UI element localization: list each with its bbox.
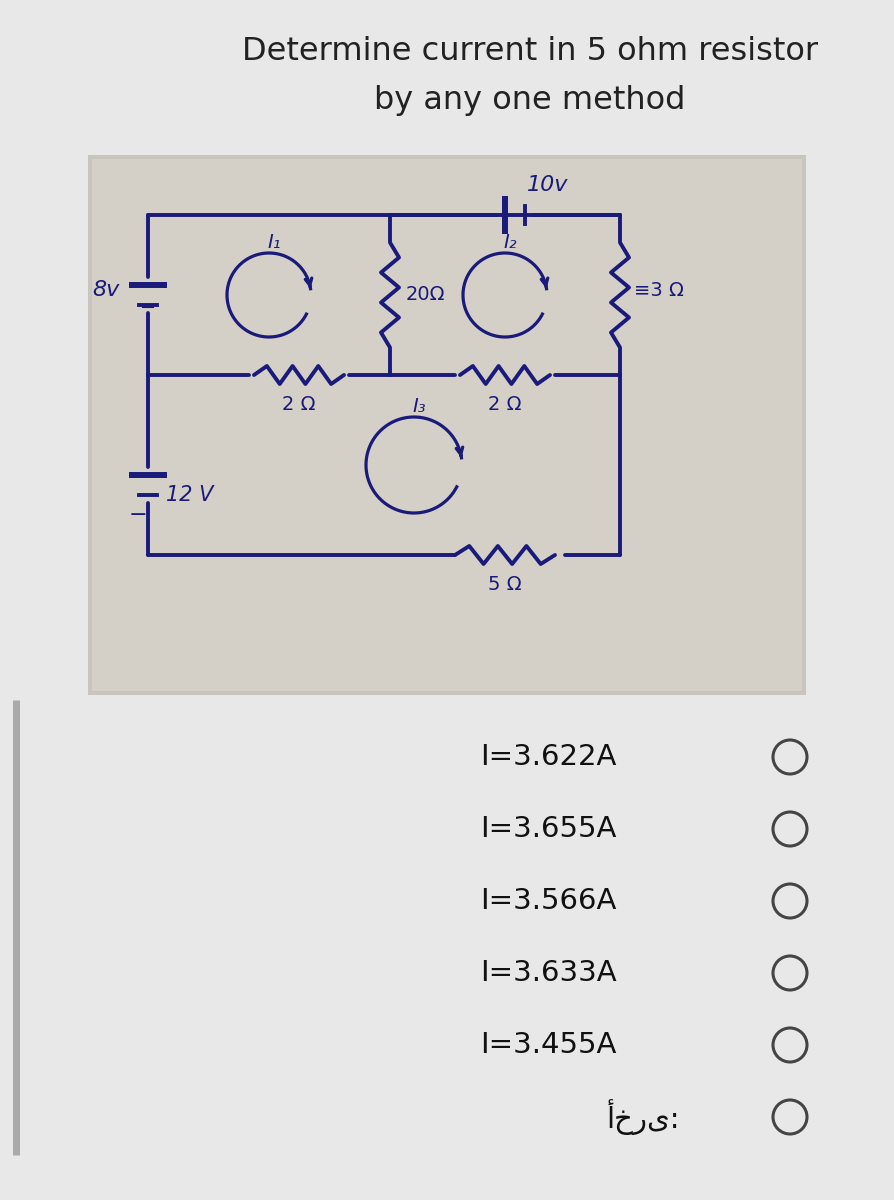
Text: 10v: 10v [527, 175, 569, 194]
Text: I=3.622A: I=3.622A [480, 743, 616, 770]
Text: 2 Ω: 2 Ω [488, 395, 522, 414]
Text: Determine current in 5 ohm resistor: Determine current in 5 ohm resistor [242, 36, 818, 67]
Text: 12 V: 12 V [166, 485, 214, 505]
Text: I=3.455A: I=3.455A [480, 1031, 616, 1058]
Text: by any one method: by any one method [375, 84, 686, 115]
Text: −: − [129, 505, 148, 526]
Text: أخرى:: أخرى: [606, 1099, 680, 1135]
Text: I₂: I₂ [503, 234, 517, 252]
Text: I=3.633A: I=3.633A [480, 959, 617, 986]
Text: I=3.655A: I=3.655A [480, 815, 616, 842]
Bar [88, 155, 806, 695]
Text: ≡3 Ω: ≡3 Ω [634, 281, 684, 300]
Text: 2 Ω: 2 Ω [283, 395, 316, 414]
Text: 5 Ω: 5 Ω [488, 575, 522, 594]
Text: I₁: I₁ [267, 234, 281, 252]
Text: 20Ω: 20Ω [406, 286, 445, 305]
Text: I=3.566A: I=3.566A [480, 887, 616, 914]
Bar [92, 158, 802, 691]
Text: 8v: 8v [92, 280, 120, 300]
Text: I₃: I₃ [412, 397, 426, 416]
